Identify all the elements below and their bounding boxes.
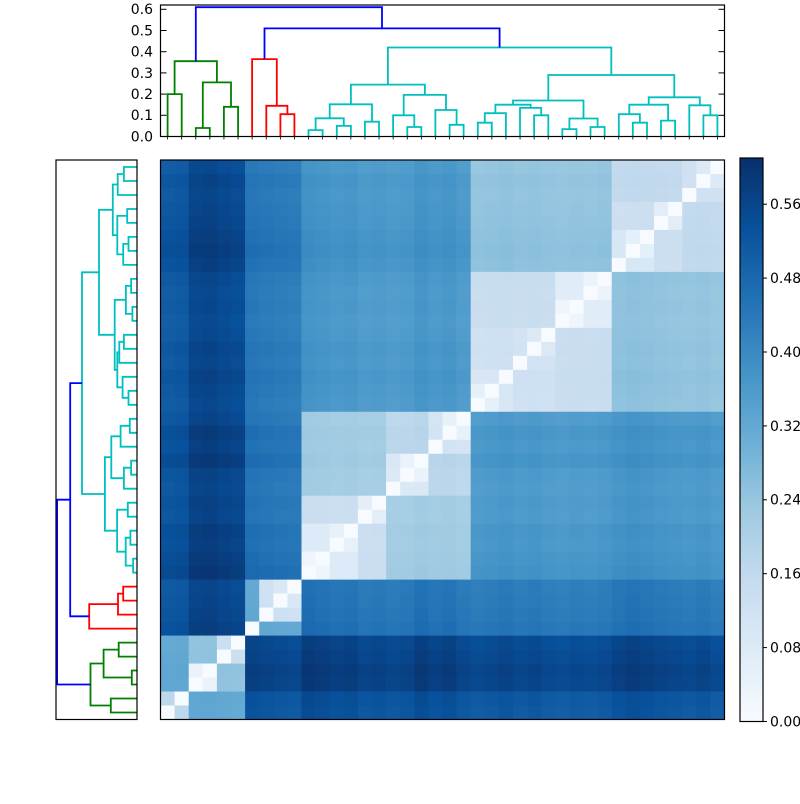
colorbar-tick-label: 0.56	[770, 197, 800, 213]
colorbar-tick-label: 0.16	[770, 567, 800, 583]
top-axis-tick-labels: 0.0 0.1 0.2 0.3 0.4 0.5 0.6	[131, 2, 153, 145]
colorbar-tick-label: 0.48	[770, 271, 800, 287]
top-dendrogram	[159, 4, 726, 140]
colorbar-tick-label: 0.00	[770, 714, 800, 730]
colorbar-tick-label: 0.24	[770, 493, 800, 509]
colorbar-tick-labels: 0.00 0.08 0.16 0.24 0.32 0.40 0.48 0.56	[770, 197, 800, 730]
top-axis-tick-label: 0.4	[131, 45, 153, 61]
left-dendrogram	[55, 159, 138, 721]
colorbar-tick-label: 0.40	[770, 345, 800, 361]
top-axis-tick-label: 0.2	[131, 87, 153, 103]
top-axis-tick-label: 0.0	[131, 129, 153, 145]
top-axis-tick-label: 0.1	[131, 108, 153, 124]
distance-heatmap	[159, 159, 726, 721]
top-axis-tick-label: 0.5	[131, 23, 153, 39]
colorbar	[739, 157, 767, 723]
top-axis-tick-label: 0.3	[131, 66, 153, 82]
colorbar-tick-label: 0.08	[770, 640, 800, 656]
top-axis-tick-label: 0.6	[131, 2, 153, 18]
colorbar-tick-label: 0.32	[770, 419, 800, 435]
